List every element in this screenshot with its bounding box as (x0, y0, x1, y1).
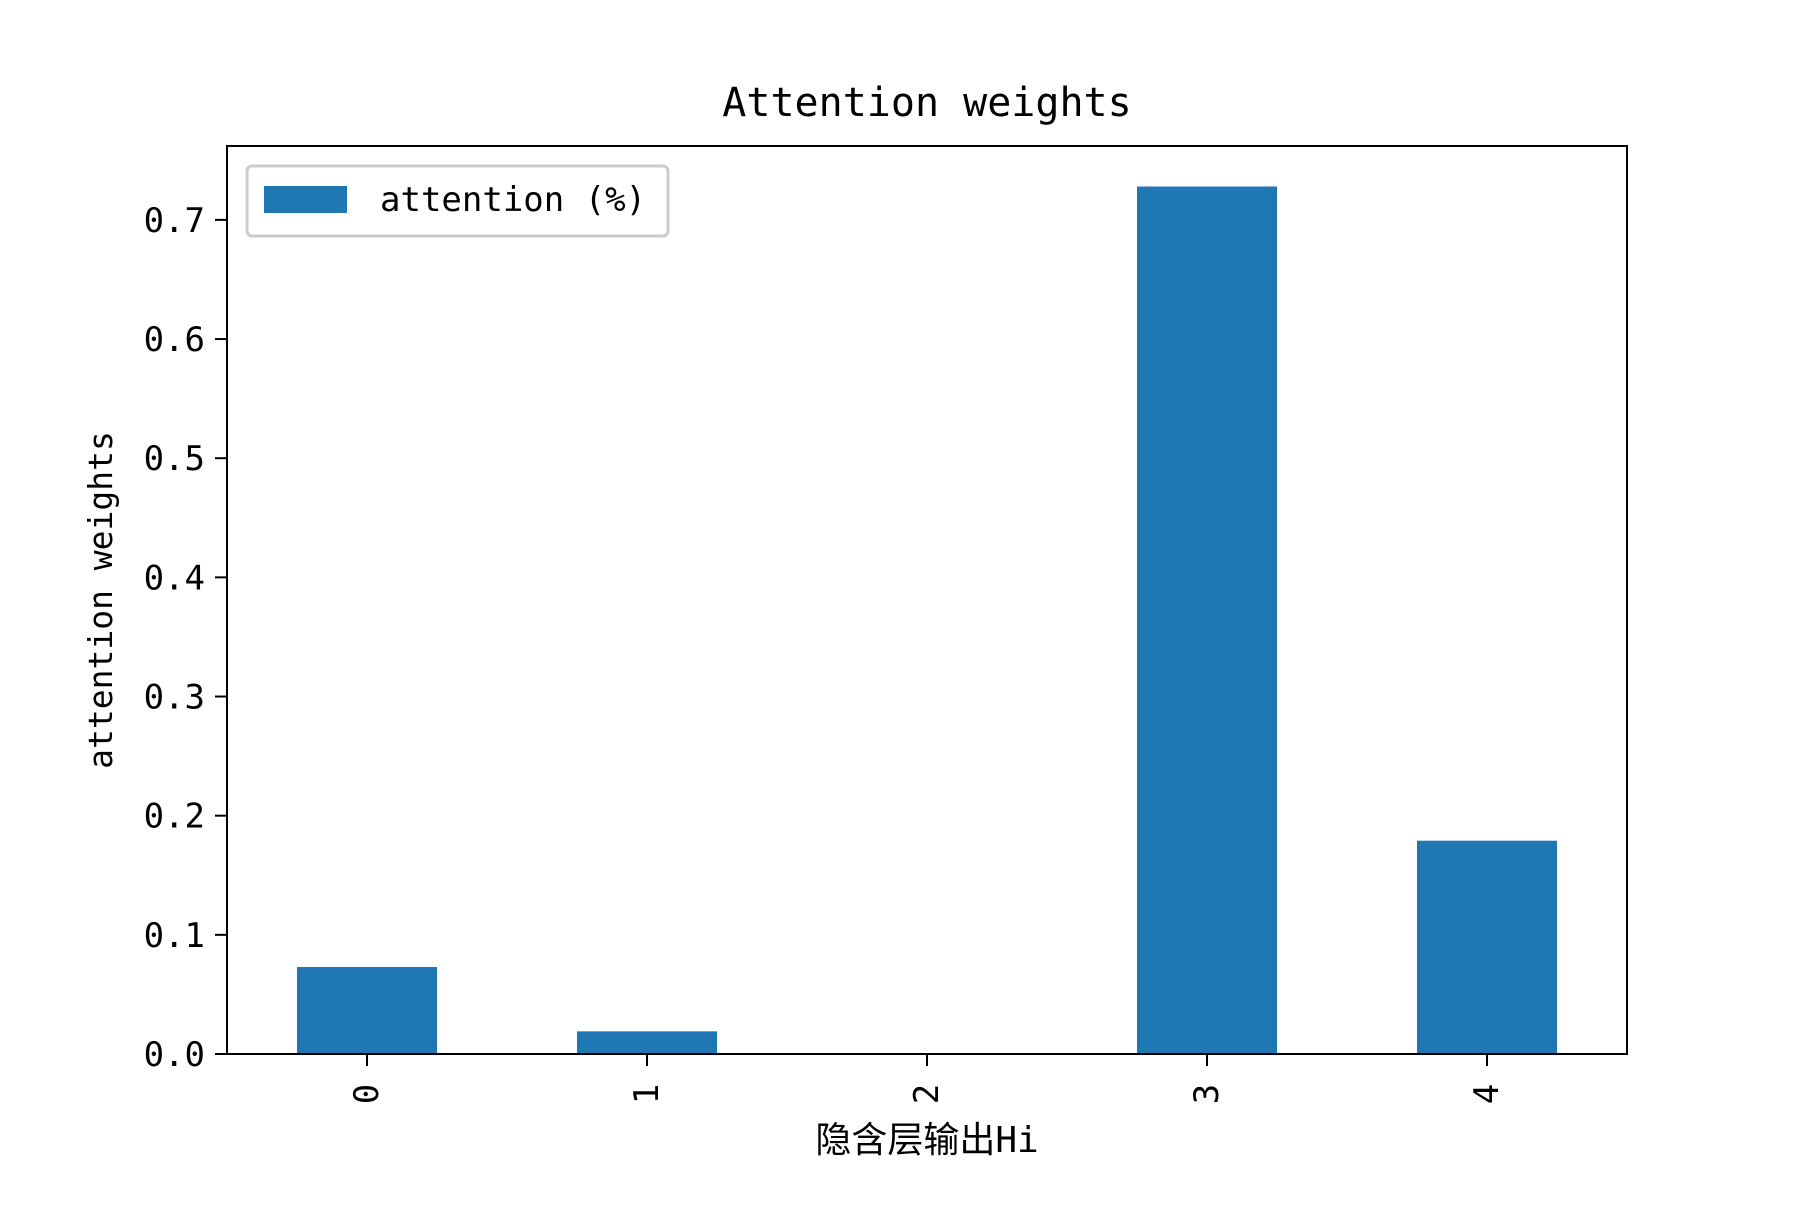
bar-4 (1417, 840, 1557, 1054)
bar-1 (577, 1031, 717, 1054)
y-tick-label: 0.4 (144, 558, 205, 598)
y-axis: 0.0 0.1 0.2 0.3 0.4 0.5 0.6 0.7 (144, 201, 227, 1075)
y-tick-label: 0.1 (144, 916, 205, 956)
x-tick-label: 2 (907, 1084, 947, 1104)
y-tick-label: 0.2 (144, 797, 205, 837)
y-axis-label: attention weights (81, 431, 120, 769)
y-tick-label: 0.5 (144, 439, 205, 479)
x-axis: 0 1 2 3 4 (347, 1054, 1507, 1104)
x-tick-label: 0 (347, 1084, 387, 1104)
x-tick-label: 1 (627, 1084, 667, 1104)
plot-area (297, 186, 1557, 1055)
x-tick-label: 4 (1467, 1084, 1507, 1104)
y-tick-label: 0.6 (144, 320, 205, 360)
legend-box (245, 164, 670, 238)
legend-swatch (264, 186, 347, 213)
chart-title: Attention weights (722, 80, 1131, 126)
y-tick-label: 0.7 (144, 201, 205, 241)
y-tick-label: 0.3 (144, 678, 205, 718)
bar-3 (1137, 186, 1277, 1055)
y-tick-label: 0.0 (144, 1035, 205, 1075)
bar-0 (297, 967, 437, 1054)
legend: attention (%) (245, 164, 670, 238)
legend-label: attention (%) (380, 180, 646, 220)
x-axis-label: 隐含层输出Hi (815, 1120, 1038, 1161)
x-tick-label: 3 (1187, 1084, 1227, 1104)
